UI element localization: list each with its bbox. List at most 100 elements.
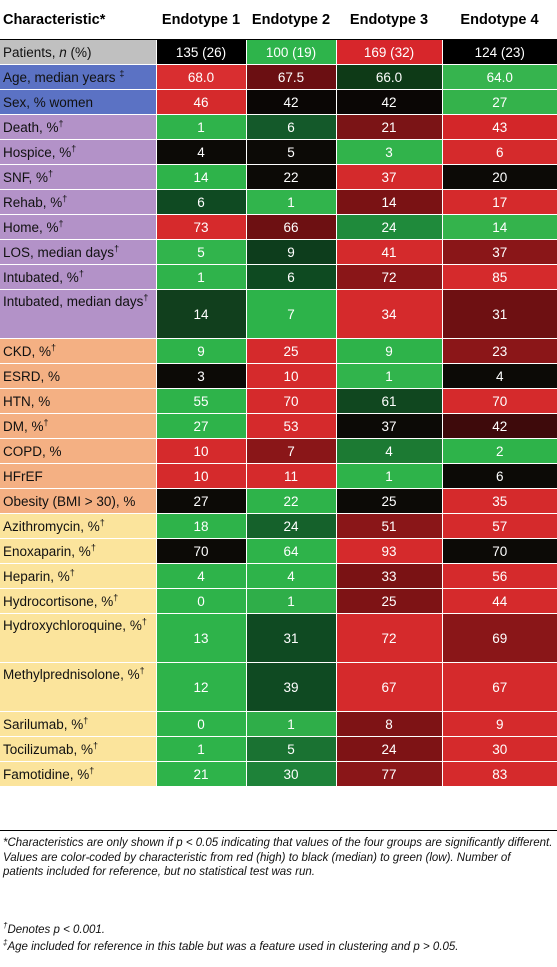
row-label: SNF, %† (0, 164, 156, 190)
heat-cell-endotype-1: 73 (155, 214, 246, 240)
table-row: HFrEF 10 11 1 6 (0, 463, 557, 489)
heat-cell-endotype-1: 12 (155, 662, 246, 712)
heat-cell-endotype-2: 31 (245, 613, 336, 663)
heat-cell-endotype-2: 24 (245, 513, 336, 539)
heat-cell-endotype-3: 9 (335, 338, 442, 364)
table-body: Patients, n (%) 135 (26) 100 (19) 169 (32) 1… (0, 39, 557, 786)
table-row: Death, %† 1 6 21 43 (0, 114, 557, 140)
row-label: Rehab, %† (0, 189, 156, 215)
heat-cell-endotype-3: 93 (335, 538, 442, 564)
table-row: COPD, % 10 7 4 2 (0, 438, 557, 464)
heat-cell-endotype-1: 10 (155, 438, 246, 464)
heat-cell-endotype-4: 35 (441, 488, 557, 514)
endotype-heatmap-table: Characteristic* Endotype 1 Endotype 2 En… (0, 0, 557, 786)
table-row: CKD, %† 9 25 9 23 (0, 338, 557, 364)
heat-cell-endotype-3: 8 (335, 711, 442, 737)
heat-cell-endotype-3: 1 (335, 463, 442, 489)
row-label: HFrEF (0, 463, 156, 489)
heat-cell-endotype-1: 18 (155, 513, 246, 539)
heat-cell-endotype-4: 67 (441, 662, 557, 712)
row-label: Age, median years ‡ (0, 64, 156, 90)
row-label: Obesity (BMI > 30), % (0, 488, 156, 514)
heat-cell-endotype-3: 72 (335, 613, 442, 663)
table-row: Intubated, median days† 14 7 34 31 (0, 289, 557, 339)
heat-cell-endotype-2: 22 (245, 164, 336, 190)
heat-cell-endotype-4: 20 (441, 164, 557, 190)
heat-cell-endotype-1: 9 (155, 338, 246, 364)
table-row: Methylprednisolone, %† 12 39 67 67 (0, 662, 557, 712)
table-row: Rehab, %† 6 1 14 17 (0, 189, 557, 215)
heat-cell-endotype-1: 1 (155, 736, 246, 762)
heat-cell-endotype-4: 37 (441, 239, 557, 265)
heat-cell-endotype-3: 51 (335, 513, 442, 539)
heat-cell-endotype-3: 72 (335, 264, 442, 290)
heat-cell-endotype-4: 57 (441, 513, 557, 539)
header-endotype-1: Endotype 1 (156, 0, 246, 40)
heat-cell-endotype-3: 34 (335, 289, 442, 339)
row-label: Home, %† (0, 214, 156, 240)
heat-cell-endotype-4: 64.0 (441, 64, 557, 90)
heat-cell-endotype-3: 1 (335, 363, 442, 389)
heat-cell-endotype-2: 1 (245, 189, 336, 215)
table-row: Azithromycin, %† 18 24 51 57 (0, 513, 557, 539)
heat-cell-endotype-2: 53 (245, 413, 336, 439)
heat-cell-endotype-2: 7 (245, 289, 336, 339)
heat-cell-endotype-2: 22 (245, 488, 336, 514)
heat-cell-endotype-2: 100 (19) (245, 39, 336, 65)
table-row: Sex, % women 46 42 42 27 (0, 89, 557, 115)
heat-cell-endotype-4: 70 (441, 388, 557, 414)
heat-cell-endotype-1: 14 (155, 289, 246, 339)
heat-cell-endotype-3: 33 (335, 563, 442, 589)
heat-cell-endotype-4: 44 (441, 588, 557, 614)
row-label: Methylprednisolone, %† (0, 662, 156, 712)
row-label: CKD, %† (0, 338, 156, 364)
heat-cell-endotype-4: 2 (441, 438, 557, 464)
heat-cell-endotype-4: 69 (441, 613, 557, 663)
row-label: Intubated, median days† (0, 289, 156, 339)
table-row: Sarilumab, %† 0 1 8 9 (0, 711, 557, 737)
row-label: Azithromycin, %† (0, 513, 156, 539)
heat-cell-endotype-2: 1 (245, 588, 336, 614)
row-label: Sarilumab, %† (0, 711, 156, 737)
heat-cell-endotype-4: 30 (441, 736, 557, 762)
heat-cell-endotype-1: 135 (26) (155, 39, 246, 65)
heat-cell-endotype-3: 3 (335, 139, 442, 165)
heat-cell-endotype-1: 3 (155, 363, 246, 389)
row-label: Hydrocortisone, %† (0, 588, 156, 614)
heat-cell-endotype-2: 5 (245, 139, 336, 165)
heat-cell-endotype-3: 41 (335, 239, 442, 265)
heat-cell-endotype-1: 27 (155, 413, 246, 439)
table-row: Intubated, %† 1 6 72 85 (0, 264, 557, 290)
heat-cell-endotype-2: 5 (245, 736, 336, 762)
heat-cell-endotype-1: 6 (155, 189, 246, 215)
heat-cell-endotype-3: 14 (335, 189, 442, 215)
heat-cell-endotype-1: 14 (155, 164, 246, 190)
heat-cell-endotype-1: 5 (155, 239, 246, 265)
heat-cell-endotype-1: 1 (155, 114, 246, 140)
footnote-double-dagger: ‡Age included for reference in this tabl… (3, 938, 459, 953)
row-label: ESRD, % (0, 363, 156, 389)
table-row: Age, median years ‡ 68.0 67.5 66.0 64.0 (0, 64, 557, 90)
heat-cell-endotype-4: 9 (441, 711, 557, 737)
table-row: Tocilizumab, %† 1 5 24 30 (0, 736, 557, 762)
table-row: Enoxaparin, %† 70 64 93 70 (0, 538, 557, 564)
heat-cell-endotype-4: 6 (441, 139, 557, 165)
heat-cell-endotype-2: 25 (245, 338, 336, 364)
heat-cell-endotype-2: 11 (245, 463, 336, 489)
row-label: Hospice, %† (0, 139, 156, 165)
table-bottom-rule (0, 830, 557, 831)
heat-cell-endotype-1: 0 (155, 588, 246, 614)
row-label: DM, %† (0, 413, 156, 439)
heat-cell-endotype-4: 4 (441, 363, 557, 389)
header-characteristic: Characteristic* (0, 0, 156, 40)
heat-cell-endotype-1: 21 (155, 761, 246, 786)
heat-cell-endotype-4: 85 (441, 264, 557, 290)
heat-cell-endotype-2: 67.5 (245, 64, 336, 90)
heat-cell-endotype-2: 70 (245, 388, 336, 414)
heat-cell-endotype-1: 68.0 (155, 64, 246, 90)
heat-cell-endotype-1: 10 (155, 463, 246, 489)
heat-cell-endotype-2: 4 (245, 563, 336, 589)
heat-cell-endotype-4: 17 (441, 189, 557, 215)
heat-cell-endotype-3: 25 (335, 488, 442, 514)
